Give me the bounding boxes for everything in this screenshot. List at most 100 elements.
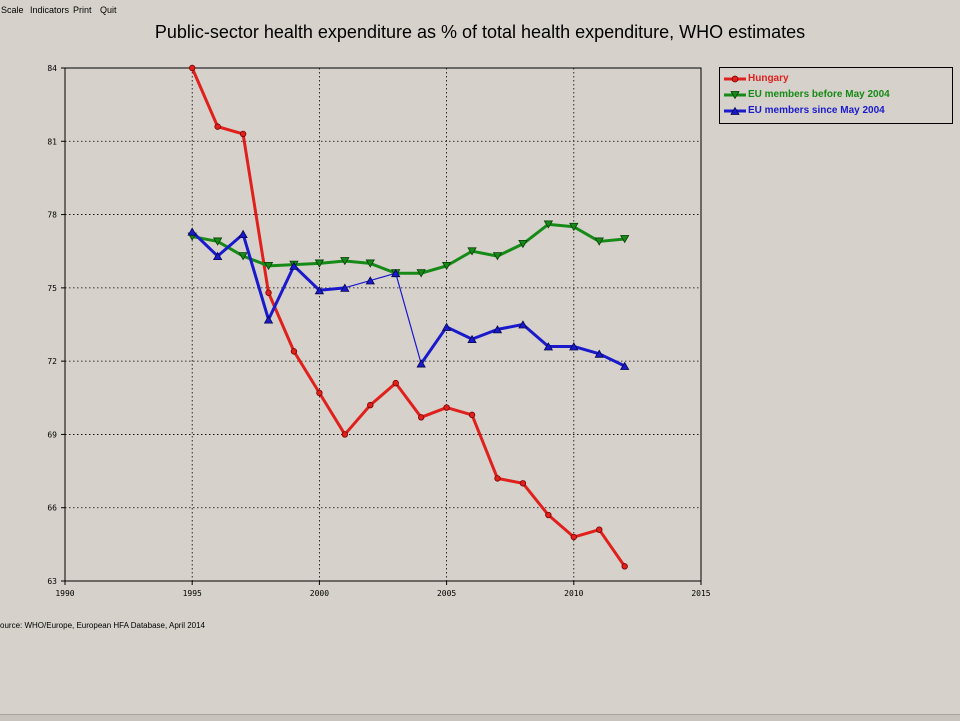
data-point-hungary: [265, 289, 272, 296]
data-point-eu-members-since-may-2004: [238, 229, 248, 239]
data-point-eu-members-since-may-2004: [543, 342, 554, 351]
data-point-hungary: [596, 526, 603, 533]
series-segment-eu-members-before-may-2004: [546, 222, 576, 229]
legend-item-eu-before: EU members before May 2004: [720, 87, 952, 103]
series-segment-hungary: [521, 481, 550, 517]
y-tick-label: 78: [47, 211, 57, 220]
series-segment-eu-members-since-may-2004: [597, 352, 627, 368]
y-tick-label: 84: [47, 64, 57, 73]
series-segment-eu-members-before-may-2004: [470, 249, 499, 258]
series-segment-eu-members-since-may-2004: [495, 323, 525, 331]
series-segment-hungary: [394, 381, 423, 419]
series-segment-eu-members-since-may-2004: [395, 272, 422, 365]
series-segment-hungary: [368, 381, 398, 407]
series-segment-eu-members-since-may-2004: [190, 230, 220, 258]
menu-bar: Scale Indicators Print Quit: [0, 0, 960, 20]
series-segment-hungary: [292, 349, 321, 395]
y-tick-label: 81: [47, 137, 57, 146]
data-point-hungary: [621, 563, 628, 570]
data-point-eu-members-since-may-2004: [416, 359, 426, 368]
data-point-eu-members-before-may-2004: [238, 252, 248, 261]
data-point-hungary: [392, 379, 399, 387]
y-tick-label: 72: [47, 357, 57, 366]
data-point-eu-members-since-may-2004: [263, 315, 274, 324]
data-point-hungary: [494, 475, 501, 482]
data-point-eu-members-before-may-2004: [314, 259, 325, 268]
x-tick-label: 1990: [55, 589, 74, 598]
series-segment-eu-members-before-may-2004: [343, 259, 372, 265]
source-note: ource: WHO/Europe, European HFA Database…: [0, 621, 206, 630]
series-segment-hungary: [546, 513, 576, 539]
chart-title: Public-sector health expenditure as % of…: [154, 22, 806, 42]
chart-legend: Hungary EU members before May 2004 EU me…: [719, 67, 953, 124]
data-point-eu-members-since-may-2004: [365, 276, 375, 285]
x-tick-label: 2000: [310, 589, 329, 598]
series-segment-eu-members-since-may-2004: [419, 325, 449, 366]
data-point-hungary: [443, 404, 450, 411]
series-segment-eu-members-before-may-2004: [317, 259, 347, 265]
series-segment-hungary: [470, 413, 499, 480]
series-segment-eu-members-since-may-2004: [445, 325, 474, 341]
menu-quit[interactable]: Quit: [100, 5, 117, 15]
data-point-eu-members-before-may-2004: [416, 269, 426, 278]
data-point-eu-members-since-may-2004: [340, 283, 350, 292]
data-point-eu-members-since-may-2004: [594, 349, 604, 358]
series-segment-eu-members-before-may-2004: [267, 263, 296, 268]
series-segment-eu-members-before-may-2004: [445, 249, 474, 268]
data-point-eu-members-since-may-2004: [314, 285, 325, 295]
data-point-eu-members-before-may-2004: [340, 257, 350, 266]
series-segment-eu-members-before-may-2004: [495, 242, 525, 258]
series-segment-hungary: [190, 66, 220, 129]
legend-swatch-eu-before: [724, 91, 746, 100]
series-segment-hungary: [267, 291, 296, 353]
legend-label-eu-since: EU members since May 2004: [748, 105, 885, 116]
x-tick-label: 2015: [691, 589, 710, 598]
series-segment-eu-members-before-may-2004: [216, 239, 245, 258]
series-segment-eu-members-since-may-2004: [292, 264, 321, 292]
plot-frame: [64, 67, 702, 582]
data-point-hungary: [417, 414, 425, 421]
data-point-hungary: [214, 123, 221, 130]
data-point-hungary: [290, 348, 298, 355]
data-point-eu-members-since-may-2004: [289, 261, 299, 270]
legend-swatch-hungary: [724, 75, 746, 83]
series-segment-hungary: [495, 476, 525, 485]
x-tick-label: 1995: [183, 589, 202, 598]
y-tick-label: 66: [47, 504, 57, 513]
data-point-eu-members-before-may-2004: [212, 237, 223, 246]
legend-label-eu-before: EU members before May 2004: [748, 89, 890, 100]
x-tick-label: 2005: [437, 589, 456, 598]
series-segment-eu-members-before-may-2004: [292, 261, 321, 267]
series-segment-eu-members-before-may-2004: [368, 261, 398, 275]
data-point-eu-members-since-may-2004: [569, 342, 579, 351]
series-segment-eu-members-since-may-2004: [369, 272, 397, 282]
data-point-hungary: [341, 431, 349, 438]
series-segment-hungary: [317, 391, 347, 436]
series-segment-hungary: [419, 406, 449, 419]
data-point-hungary: [239, 130, 247, 138]
series-segment-eu-members-since-may-2004: [344, 279, 371, 289]
data-point-eu-members-before-may-2004: [467, 247, 477, 256]
data-point-eu-members-since-may-2004: [518, 320, 528, 329]
series-segment-hungary: [445, 406, 474, 417]
legend-label-hungary: Hungary: [748, 73, 789, 84]
series-segment-hungary: [343, 403, 372, 436]
data-point-eu-members-before-may-2004: [441, 261, 452, 271]
series-segment-eu-members-before-may-2004: [419, 264, 449, 275]
data-point-hungary: [188, 64, 196, 72]
data-point-hungary: [519, 480, 527, 487]
data-point-eu-members-before-may-2004: [594, 237, 604, 246]
y-tick-label: 63: [47, 577, 57, 586]
window-bottom-edge: [0, 714, 960, 721]
menu-indicators[interactable]: Indicators: [30, 5, 70, 15]
series-segment-eu-members-since-may-2004: [572, 344, 601, 356]
menu-scale[interactable]: Scale: [1, 5, 24, 15]
legend-item-eu-since: EU members since May 2004: [720, 103, 952, 119]
series-segment-hungary: [216, 125, 245, 136]
series-segment-eu-members-before-may-2004: [597, 237, 627, 243]
data-point-eu-members-before-may-2004: [492, 252, 503, 261]
series-segment-eu-members-since-may-2004: [267, 264, 296, 322]
series-segment-eu-members-since-may-2004: [241, 232, 271, 322]
menu-print[interactable]: Print: [73, 5, 92, 15]
